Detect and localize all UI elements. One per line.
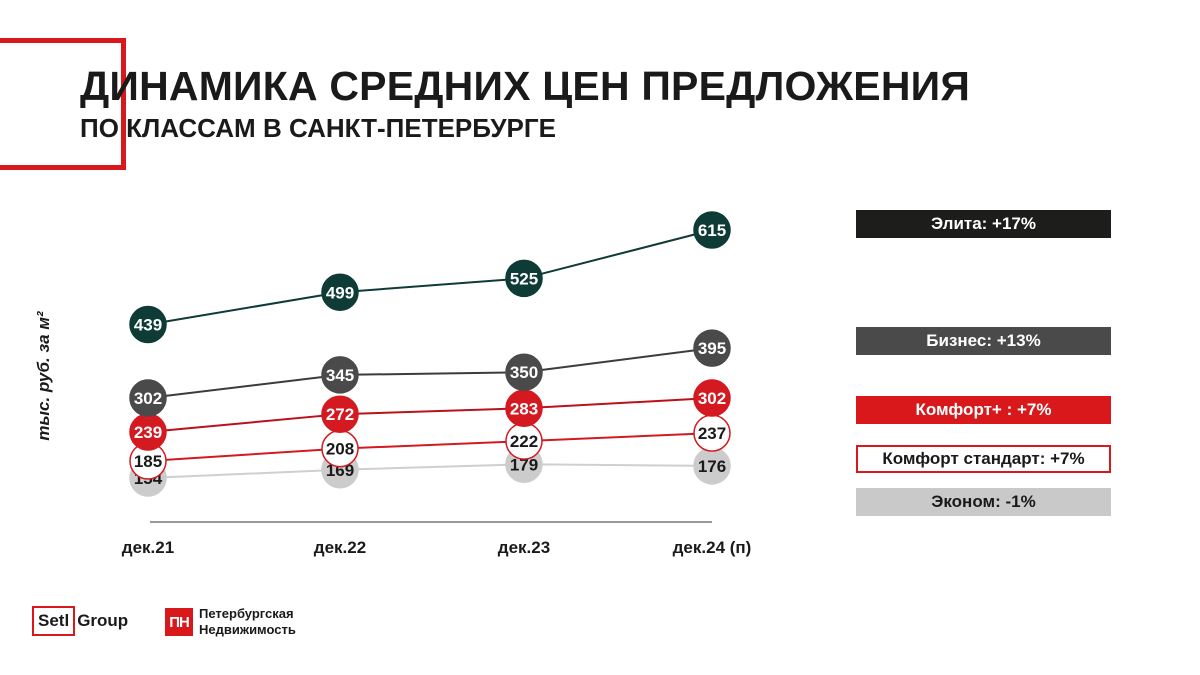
setl-group-logo: Setl Group [32, 604, 128, 638]
page-title: ДИНАМИКА СРЕДНИХ ЦЕН ПРЕДЛОЖЕНИЯ [80, 63, 971, 109]
series-line-0 [147, 229, 713, 326]
series-3-label-1: 208 [326, 440, 354, 459]
legend-item-1: Бизнес: +13% [856, 327, 1111, 355]
series-line-1 [147, 347, 713, 399]
series-0-point-3 [693, 211, 731, 249]
series-1-point-3 [693, 329, 731, 367]
series-line-3 [147, 432, 713, 462]
series-0-label-1: 499 [326, 283, 354, 302]
x-tick-label-3: дек.24 (п) [673, 538, 752, 557]
series-0-point-0 [129, 305, 167, 344]
series-3-label-3: 237 [698, 424, 726, 443]
series-2-label-2: 283 [510, 399, 538, 418]
legend-item-2: Комфорт+ : +7% [856, 396, 1111, 424]
series-3-label-0: 185 [134, 452, 162, 471]
series-0-label-3: 615 [698, 221, 726, 240]
series-1-label-1: 345 [326, 366, 354, 385]
series-2-label-3: 302 [698, 389, 726, 408]
series-1-label-3: 395 [698, 339, 726, 358]
series-1-label-2: 350 [510, 363, 538, 382]
series-1-label-0: 302 [134, 389, 162, 408]
series-2-label-1: 272 [326, 405, 354, 424]
x-tick-label-2: дек.23 [498, 538, 550, 557]
setl-logo-box: Setl [32, 606, 76, 636]
series-2-point-1 [321, 395, 359, 433]
series-line-2 [147, 397, 713, 433]
series-2-point-3 [693, 379, 731, 417]
pn-logo-text: Петербургская Недвижимость [199, 606, 296, 638]
setl-logo-text: Group [77, 611, 129, 630]
pn-logo-mark: ПН [165, 608, 193, 636]
legend-item-4: Эконом: -1% [856, 488, 1111, 516]
title-frame-bracket [0, 38, 126, 170]
series-0-point-2 [505, 259, 543, 298]
legend-item-0: Элита: +17% [856, 210, 1111, 238]
series-0-label-0: 439 [134, 315, 162, 334]
series-4-label-2: 179 [510, 455, 538, 474]
peterburgskaya-nedvizhimost-logo: ПН Петербургская Недвижимость [165, 606, 296, 638]
legend-item-3: Комфорт стандарт: +7% [856, 445, 1111, 473]
page-subtitle: ПО КЛАССАМ В САНКТ-ПЕТЕРБУРГЕ [80, 113, 556, 143]
series-1-point-0 [129, 379, 167, 417]
x-tick-label-0: дек.21 [122, 538, 174, 557]
series-1-point-1 [321, 356, 359, 394]
x-tick-label-1: дек.22 [314, 538, 366, 557]
series-0-point-1 [321, 273, 359, 312]
series-4-label-3: 176 [698, 457, 726, 476]
series-1-point-2 [505, 353, 543, 391]
series-0-label-2: 525 [510, 269, 538, 288]
series-2-label-0: 239 [134, 423, 162, 442]
series-line-4 [147, 463, 713, 479]
pn-logo-line1: Петербургская [199, 606, 294, 621]
series-3-label-2: 222 [510, 432, 538, 451]
pn-logo-line2: Недвижимость [199, 622, 296, 637]
